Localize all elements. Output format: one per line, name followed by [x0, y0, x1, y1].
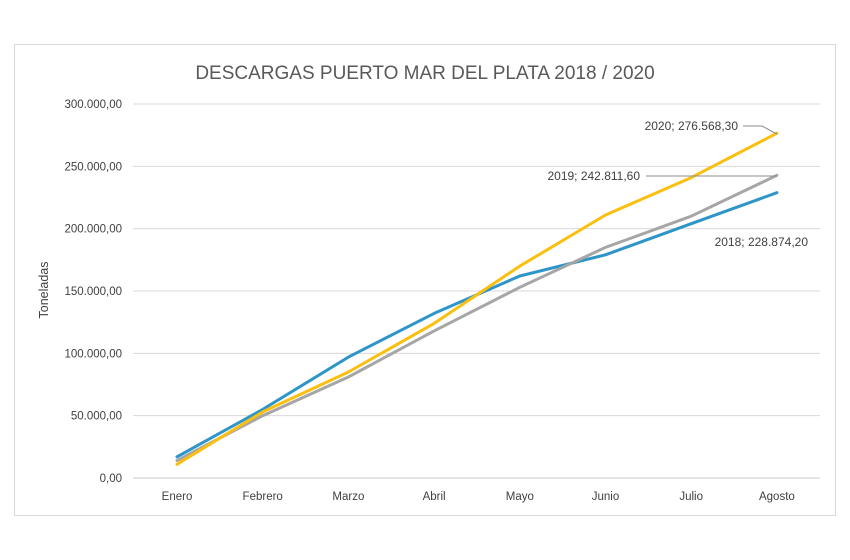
data-label-2018: 2018; 228.874,20 [715, 235, 809, 249]
chart-title: DESCARGAS PUERTO MAR DEL PLATA 2018 / 20… [195, 63, 654, 84]
series-line-2020 [175, 131, 779, 466]
x-tick-label: Febrero [243, 491, 283, 503]
series-line-2018 [175, 191, 779, 459]
x-tick-label: Agosto [759, 491, 795, 503]
x-tick-label: Abril [423, 491, 446, 503]
x-tick-label: Enero [162, 491, 193, 503]
data-label-2020: 2020; 276.568,30 [645, 119, 739, 133]
y-tick-label: 250.000,00 [64, 161, 122, 173]
y-tick-label: 200.000,00 [64, 224, 122, 236]
y-axis-title: Toneladas [37, 262, 51, 319]
y-tick-label: 150.000,00 [64, 286, 122, 298]
x-tick-label: Mayo [506, 491, 534, 503]
y-tick-label: 300.000,00 [64, 99, 122, 111]
x-tick-label: Julio [679, 491, 703, 503]
leader-line-2020 [743, 125, 778, 135]
x-tick-label: Junio [592, 491, 620, 503]
chart-frame [14, 44, 836, 516]
series-line-2019 [175, 173, 779, 462]
y-tick-label: 0,00 [100, 473, 122, 485]
data-label-2019: 2019; 242.811,60 [547, 169, 640, 183]
y-tick-label: 50.000,00 [71, 411, 122, 423]
y-tick-label: 100.000,00 [64, 348, 122, 360]
x-tick-label: Marzo [332, 491, 364, 503]
